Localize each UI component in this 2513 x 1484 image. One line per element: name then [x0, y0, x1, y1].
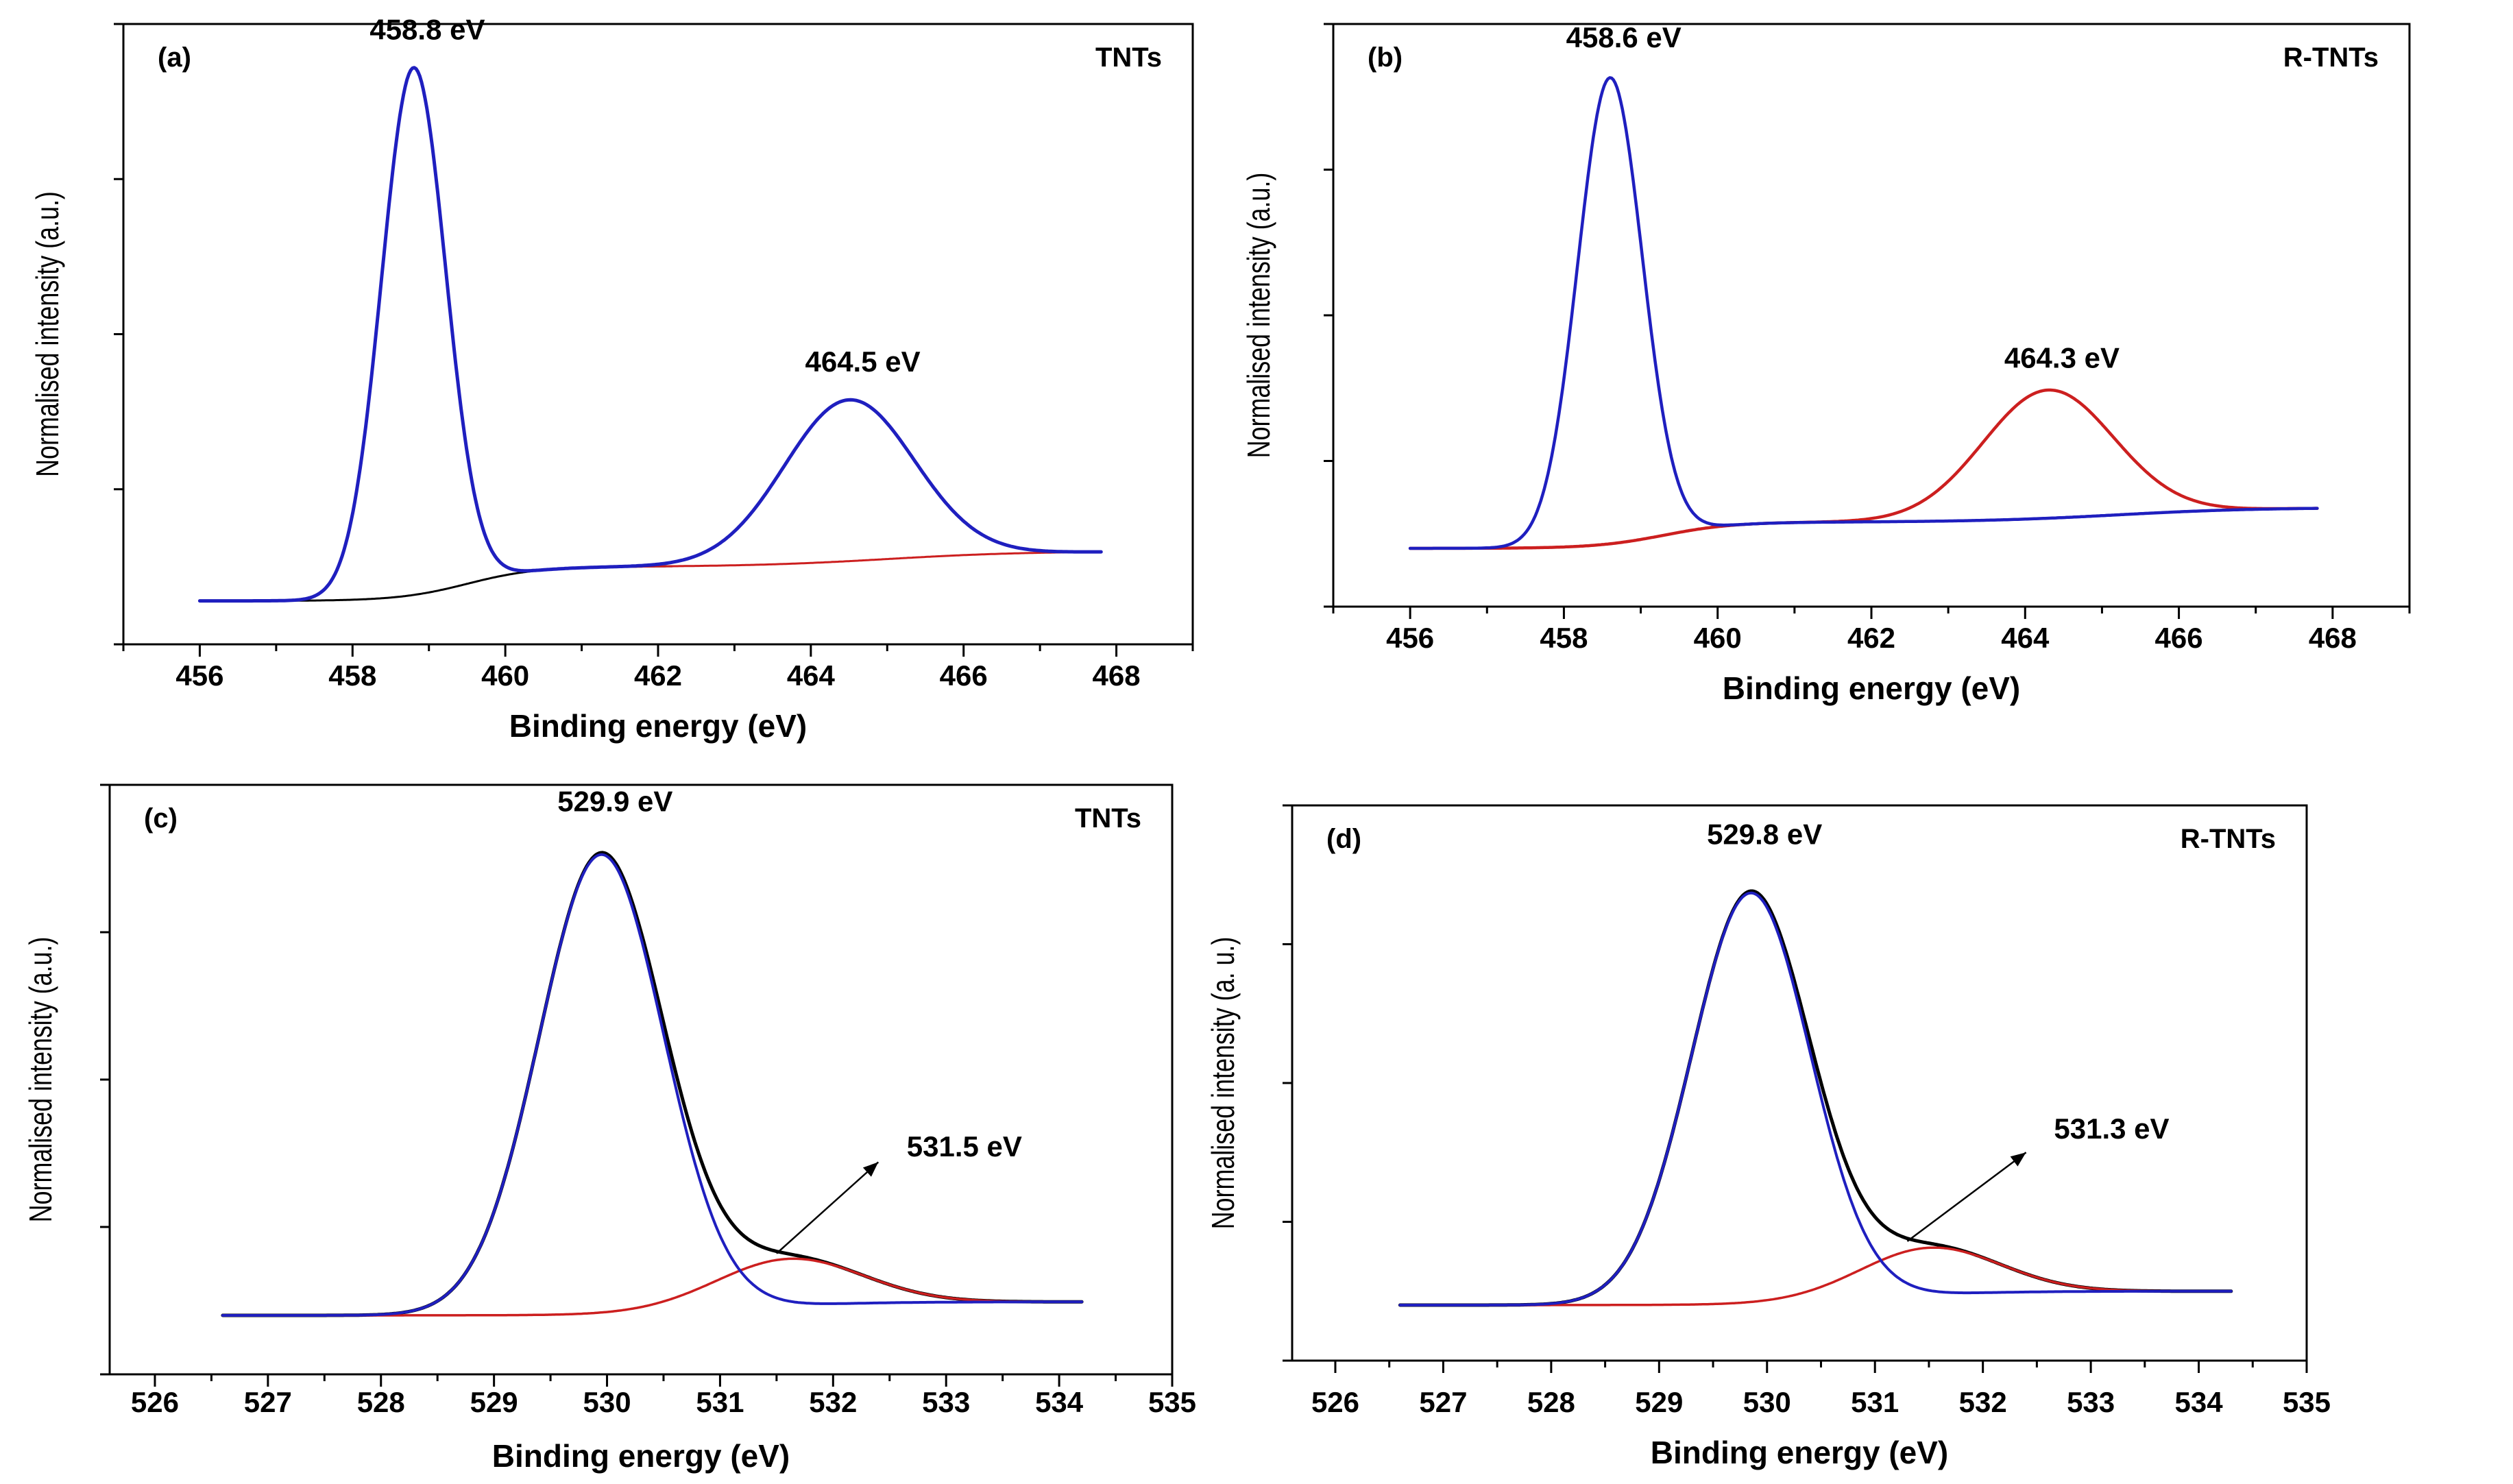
annotation-arrow — [1906, 1152, 2027, 1242]
x-tick-label: 531 — [696, 1386, 744, 1418]
x-axis-title: Binding energy (eV) — [492, 1438, 790, 1474]
annotation-arrowhead — [862, 1162, 879, 1177]
peak1-fit-curve — [1408, 76, 2319, 550]
x-tick-label: 532 — [809, 1386, 857, 1418]
x-tick-label: 456 — [175, 659, 223, 692]
peak-label: 458.6 eV — [1566, 21, 1682, 53]
x-tick-label: 468 — [2309, 622, 2357, 654]
x-tick-label: 535 — [1148, 1386, 1196, 1418]
chart-a-svg: 456 458 460 462 464 466 468 Binding energy (eV)… — [30, 14, 1194, 744]
x-tick-label: 464 — [2001, 622, 2050, 654]
y-axis-title: Normalised intensity (a.u.) — [1241, 173, 1276, 459]
panel-a-ti2p-tnts: 456 458 460 462 464 466 468 Binding energy (eV)… — [0, 0, 1220, 754]
peak-label: 531.3 eV — [2054, 1112, 2169, 1145]
x-tick-label: 458 — [1540, 622, 1588, 654]
annotation-arrow — [776, 1161, 879, 1254]
x-tick-label: 466 — [940, 659, 988, 692]
panel-b-ti2p-rtnts: 456 458 460 462 464 466 468 Binding energy (eV)… — [1220, 0, 2440, 754]
peak1-fit-curve — [1398, 891, 2233, 1306]
panel-tag: (d) — [1326, 824, 1361, 854]
peak-label: 529.8 eV — [1707, 818, 1822, 851]
panel-d-o1s-rtnts: 526 527 528 529 530 531 532 533 534 535 Binding en… — [1206, 754, 2440, 1484]
panel-c-o1s-tnts: 526 527 528 529 530 531 532 533 534 535 Binding en… — [0, 754, 1220, 1484]
x-tick-label: 462 — [1847, 622, 1895, 654]
peak-label: 529.9 eV — [557, 786, 672, 818]
x-tick-label: 526 — [131, 1386, 179, 1418]
sample-name: R-TNTs — [2283, 42, 2379, 73]
x-tick-label: 527 — [244, 1386, 292, 1418]
chart-d-svg: 526 527 528 529 530 531 532 533 534 535 Binding en… — [1206, 804, 2331, 1470]
peak1-fit-curve — [221, 853, 1084, 1317]
x-tick-label: 529 — [1635, 1386, 1683, 1418]
x-tick-label: 535 — [2283, 1386, 2331, 1418]
x-tick-label: 458 — [328, 659, 376, 692]
peak2-fit-curve — [221, 1257, 1083, 1317]
peak-label: 458.8 eV — [369, 14, 485, 46]
panel-tag: (a) — [158, 42, 191, 73]
peak-label: 531.5 eV — [907, 1130, 1022, 1163]
background-curve-black — [198, 565, 673, 603]
peak2-fit-curve — [1398, 1246, 2233, 1306]
x-tick-label: 456 — [1386, 622, 1434, 654]
x-axis-title: Binding energy (eV) — [509, 708, 807, 744]
x-tick-label: 530 — [1743, 1386, 1791, 1418]
x-axis-title: Binding energy (eV) — [1651, 1435, 1948, 1470]
x-tick-label: 460 — [1694, 622, 1742, 654]
x-tick-label: 466 — [2155, 622, 2203, 654]
sample-name: TNTs — [1095, 42, 1162, 73]
x-tick-label: 533 — [922, 1386, 970, 1418]
peak-label: 464.3 eV — [2004, 342, 2120, 374]
panel-tag: (b) — [1368, 42, 1403, 73]
experimental-curve — [1398, 889, 2233, 1307]
x-tick-label: 527 — [1419, 1386, 1467, 1418]
experimental-curve — [221, 851, 1084, 1317]
envelope-fit-curve — [197, 66, 1103, 603]
x-tick-label: 533 — [2067, 1386, 2115, 1418]
x-tick-label: 530 — [583, 1386, 631, 1418]
x-tick-label: 528 — [1527, 1386, 1575, 1418]
x-tick-label: 534 — [2175, 1386, 2224, 1418]
peak2-fit-curve — [1408, 388, 2319, 550]
x-tick-label: 468 — [1093, 659, 1141, 692]
peak-label: 464.5 eV — [805, 345, 920, 378]
sample-name: R-TNTs — [2181, 824, 2276, 854]
x-axis-title: Binding energy (eV) — [1723, 670, 2020, 706]
x-tick-label: 531 — [1851, 1386, 1899, 1418]
y-axis-title: Normalised intensity (a.u.) — [30, 191, 65, 477]
x-tick-label: 464 — [787, 659, 836, 692]
x-tick-label: 462 — [634, 659, 682, 692]
x-tick-label: 460 — [481, 659, 529, 692]
chart-c-frame — [108, 783, 1174, 1376]
x-tick-label: 526 — [1311, 1386, 1359, 1418]
chart-d-frame — [1291, 804, 2308, 1362]
x-tick-label: 529 — [470, 1386, 518, 1418]
x-tick-label: 534 — [1035, 1386, 1084, 1418]
x-tick-label: 528 — [357, 1386, 405, 1418]
y-axis-title: Normalised intensity (a. u.) — [1206, 937, 1241, 1230]
chart-b-svg: 456 458 460 462 464 466 468 Binding energy (eV)… — [1241, 21, 2411, 706]
x-tick-label: 532 — [1959, 1386, 2007, 1418]
sample-name: TNTs — [1075, 803, 1141, 834]
annotation-arrowhead — [2010, 1152, 2026, 1167]
panel-tag: (c) — [144, 803, 178, 834]
chart-c-svg: 526 527 528 529 530 531 532 533 534 535 Binding en… — [23, 783, 1196, 1474]
y-axis-title: Normalised intensity (a.u.) — [23, 937, 58, 1223]
